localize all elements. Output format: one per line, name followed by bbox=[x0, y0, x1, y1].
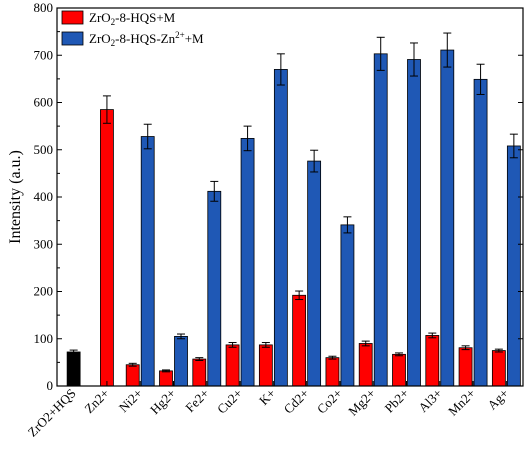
y-tick-label: 200 bbox=[34, 284, 54, 299]
y-tick-label: 100 bbox=[34, 331, 54, 346]
bar-ag-series-1 bbox=[491, 350, 506, 387]
bar-hg2-series-2 bbox=[174, 335, 188, 387]
x-tick-label: Ag+ bbox=[484, 386, 511, 413]
error-bar bbox=[128, 362, 137, 367]
legend-label-series-2: ZrO2-8-HQS-Zn2++M bbox=[89, 30, 204, 48]
y-tick-label: 300 bbox=[34, 236, 54, 251]
y-tick-label: 0 bbox=[47, 378, 54, 393]
y-axis-title: Intensity (a.u.) bbox=[7, 150, 24, 244]
legend-swatch-blue bbox=[61, 31, 84, 46]
x-tick-label: Mg2+ bbox=[345, 386, 378, 419]
error-bar bbox=[177, 333, 185, 340]
error-bar bbox=[494, 348, 503, 353]
bar-ni2-series-2 bbox=[140, 136, 155, 387]
x-tick-label: Cd2+ bbox=[281, 386, 312, 417]
bar-k-series-1 bbox=[258, 344, 273, 387]
x-tick-label: Fe2+ bbox=[182, 386, 212, 416]
bar-cd2-series-2 bbox=[307, 160, 322, 387]
x-tick-label: Hg2+ bbox=[147, 386, 179, 418]
bar-mg2-series-2 bbox=[373, 53, 388, 387]
y-axis: 0 100 200 300 400 500 600 700 800 bbox=[34, 0, 523, 393]
bar-pb2-series-2 bbox=[407, 59, 421, 387]
bar-pb2-series-1 bbox=[392, 353, 406, 387]
y-tick-label: 700 bbox=[34, 47, 54, 62]
error-bar bbox=[395, 352, 403, 357]
error-bar bbox=[476, 63, 485, 95]
error-bar bbox=[243, 125, 252, 152]
x-tick-label: Mn2+ bbox=[445, 386, 478, 419]
x-tick-label: Zn2+ bbox=[81, 386, 112, 417]
bar-al3-series-2 bbox=[440, 49, 455, 387]
x-tick-label: Ni2+ bbox=[116, 386, 146, 416]
legend-label-series-1: ZrO2-8-HQS+M bbox=[89, 10, 176, 27]
error-bar bbox=[261, 342, 270, 348]
bar-ni2-series-1 bbox=[125, 364, 140, 387]
bar-ag-series-2 bbox=[506, 145, 521, 387]
y-tick-label: 400 bbox=[34, 189, 54, 204]
bar-zro2hqs-series-0 bbox=[66, 351, 81, 387]
error-bar bbox=[361, 340, 370, 347]
bar-co2-series-2 bbox=[340, 224, 355, 387]
y-tick-label: 800 bbox=[34, 0, 54, 15]
error-bar bbox=[509, 133, 518, 159]
bar-fe2-series-2 bbox=[207, 190, 222, 387]
x-tick-label: Co2+ bbox=[314, 386, 345, 417]
x-tick-label: K+ bbox=[256, 386, 278, 408]
error-bar bbox=[295, 290, 304, 301]
x-tick-label: Cu2+ bbox=[214, 386, 245, 417]
error-bar bbox=[102, 95, 111, 124]
error-bar bbox=[343, 216, 352, 234]
bar-mg2-series-1 bbox=[358, 343, 373, 387]
error-bar bbox=[195, 357, 204, 361]
error-bar bbox=[210, 180, 219, 202]
bar-mn2-series-1 bbox=[458, 347, 473, 387]
legend-swatch-red bbox=[61, 10, 84, 25]
y-tick-label: 600 bbox=[34, 95, 54, 110]
bar-cu2-series-1 bbox=[225, 344, 240, 387]
bar-fe2-series-1 bbox=[192, 358, 207, 387]
error-bar bbox=[328, 355, 337, 360]
error-bar bbox=[228, 342, 237, 348]
x-axis: ZrO2+HQS Zn2+ Ni2+ Hg2+ Fe2+ Cu2+ K+ Cd2+ Co2+ Mg… bbox=[25, 381, 511, 440]
bar-al3-series-1 bbox=[425, 335, 440, 387]
legend: ZrO2-8-HQS+M ZrO2-8-HQS-Zn2++M bbox=[61, 10, 204, 48]
error-bar bbox=[310, 149, 319, 173]
error-bars-layer bbox=[69, 32, 518, 373]
y-tick-label: 500 bbox=[34, 142, 54, 157]
bars-layer bbox=[66, 49, 521, 387]
error-bar bbox=[376, 36, 385, 71]
error-bar bbox=[410, 42, 418, 77]
bar-cu2-series-2 bbox=[240, 138, 255, 387]
x-tick-label: Pb2+ bbox=[382, 386, 412, 416]
x-tick-label: ZrO2+HQS bbox=[25, 386, 79, 440]
error-bar bbox=[143, 123, 152, 150]
bar-cd2-series-1 bbox=[292, 294, 307, 387]
error-bar bbox=[461, 345, 470, 351]
bar-k-series-2 bbox=[273, 69, 288, 387]
bar-mn2-series-2 bbox=[473, 78, 488, 387]
error-bar bbox=[69, 349, 78, 355]
error-bar bbox=[276, 53, 285, 86]
bar-zn2-series-1 bbox=[100, 109, 114, 387]
x-tick-label: Al3+ bbox=[415, 386, 445, 416]
error-bar bbox=[162, 369, 170, 373]
bar-hg2-series-1 bbox=[159, 370, 173, 387]
bar-co2-series-1 bbox=[325, 357, 340, 387]
error-bar bbox=[428, 332, 437, 339]
error-bar bbox=[443, 32, 452, 68]
